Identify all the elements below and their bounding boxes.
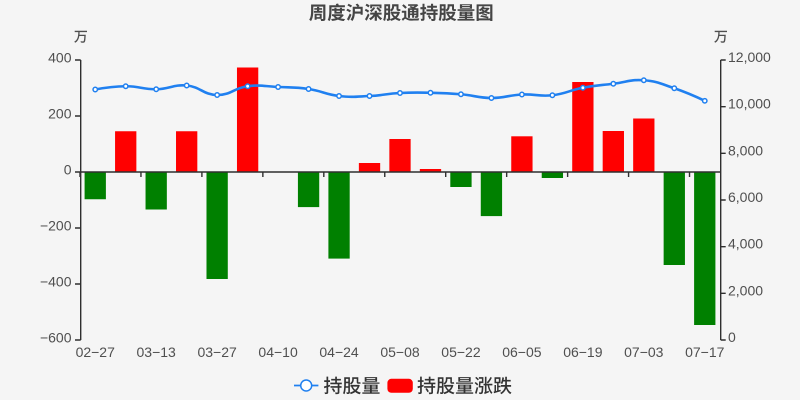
- svg-text:6,000: 6,000: [728, 189, 763, 205]
- svg-text:200: 200: [48, 106, 72, 122]
- svg-text:−600: −600: [40, 330, 72, 346]
- svg-text:400: 400: [48, 50, 72, 66]
- svg-text:8,000: 8,000: [728, 142, 763, 158]
- svg-text:−400: −400: [40, 274, 72, 290]
- svg-text:07−03: 07−03: [624, 344, 664, 360]
- svg-text:12,000: 12,000: [728, 49, 771, 65]
- svg-text:03−27: 03−27: [197, 344, 237, 360]
- svg-text:10,000: 10,000: [728, 96, 771, 112]
- svg-text:06−05: 06−05: [502, 344, 542, 360]
- svg-text:06−19: 06−19: [563, 344, 603, 360]
- svg-text:0: 0: [64, 162, 72, 178]
- svg-text:05−22: 05−22: [441, 344, 481, 360]
- svg-text:05−08: 05−08: [380, 344, 420, 360]
- svg-text:04−10: 04−10: [258, 344, 298, 360]
- svg-text:03−13: 03−13: [137, 344, 177, 360]
- svg-text:0: 0: [728, 329, 736, 345]
- svg-text:2,000: 2,000: [728, 282, 763, 298]
- svg-text:−200: −200: [40, 218, 72, 234]
- svg-text:07−17: 07−17: [685, 344, 725, 360]
- svg-text:4,000: 4,000: [728, 236, 763, 252]
- svg-text:04−24: 04−24: [319, 344, 359, 360]
- svg-text:02−27: 02−27: [76, 344, 116, 360]
